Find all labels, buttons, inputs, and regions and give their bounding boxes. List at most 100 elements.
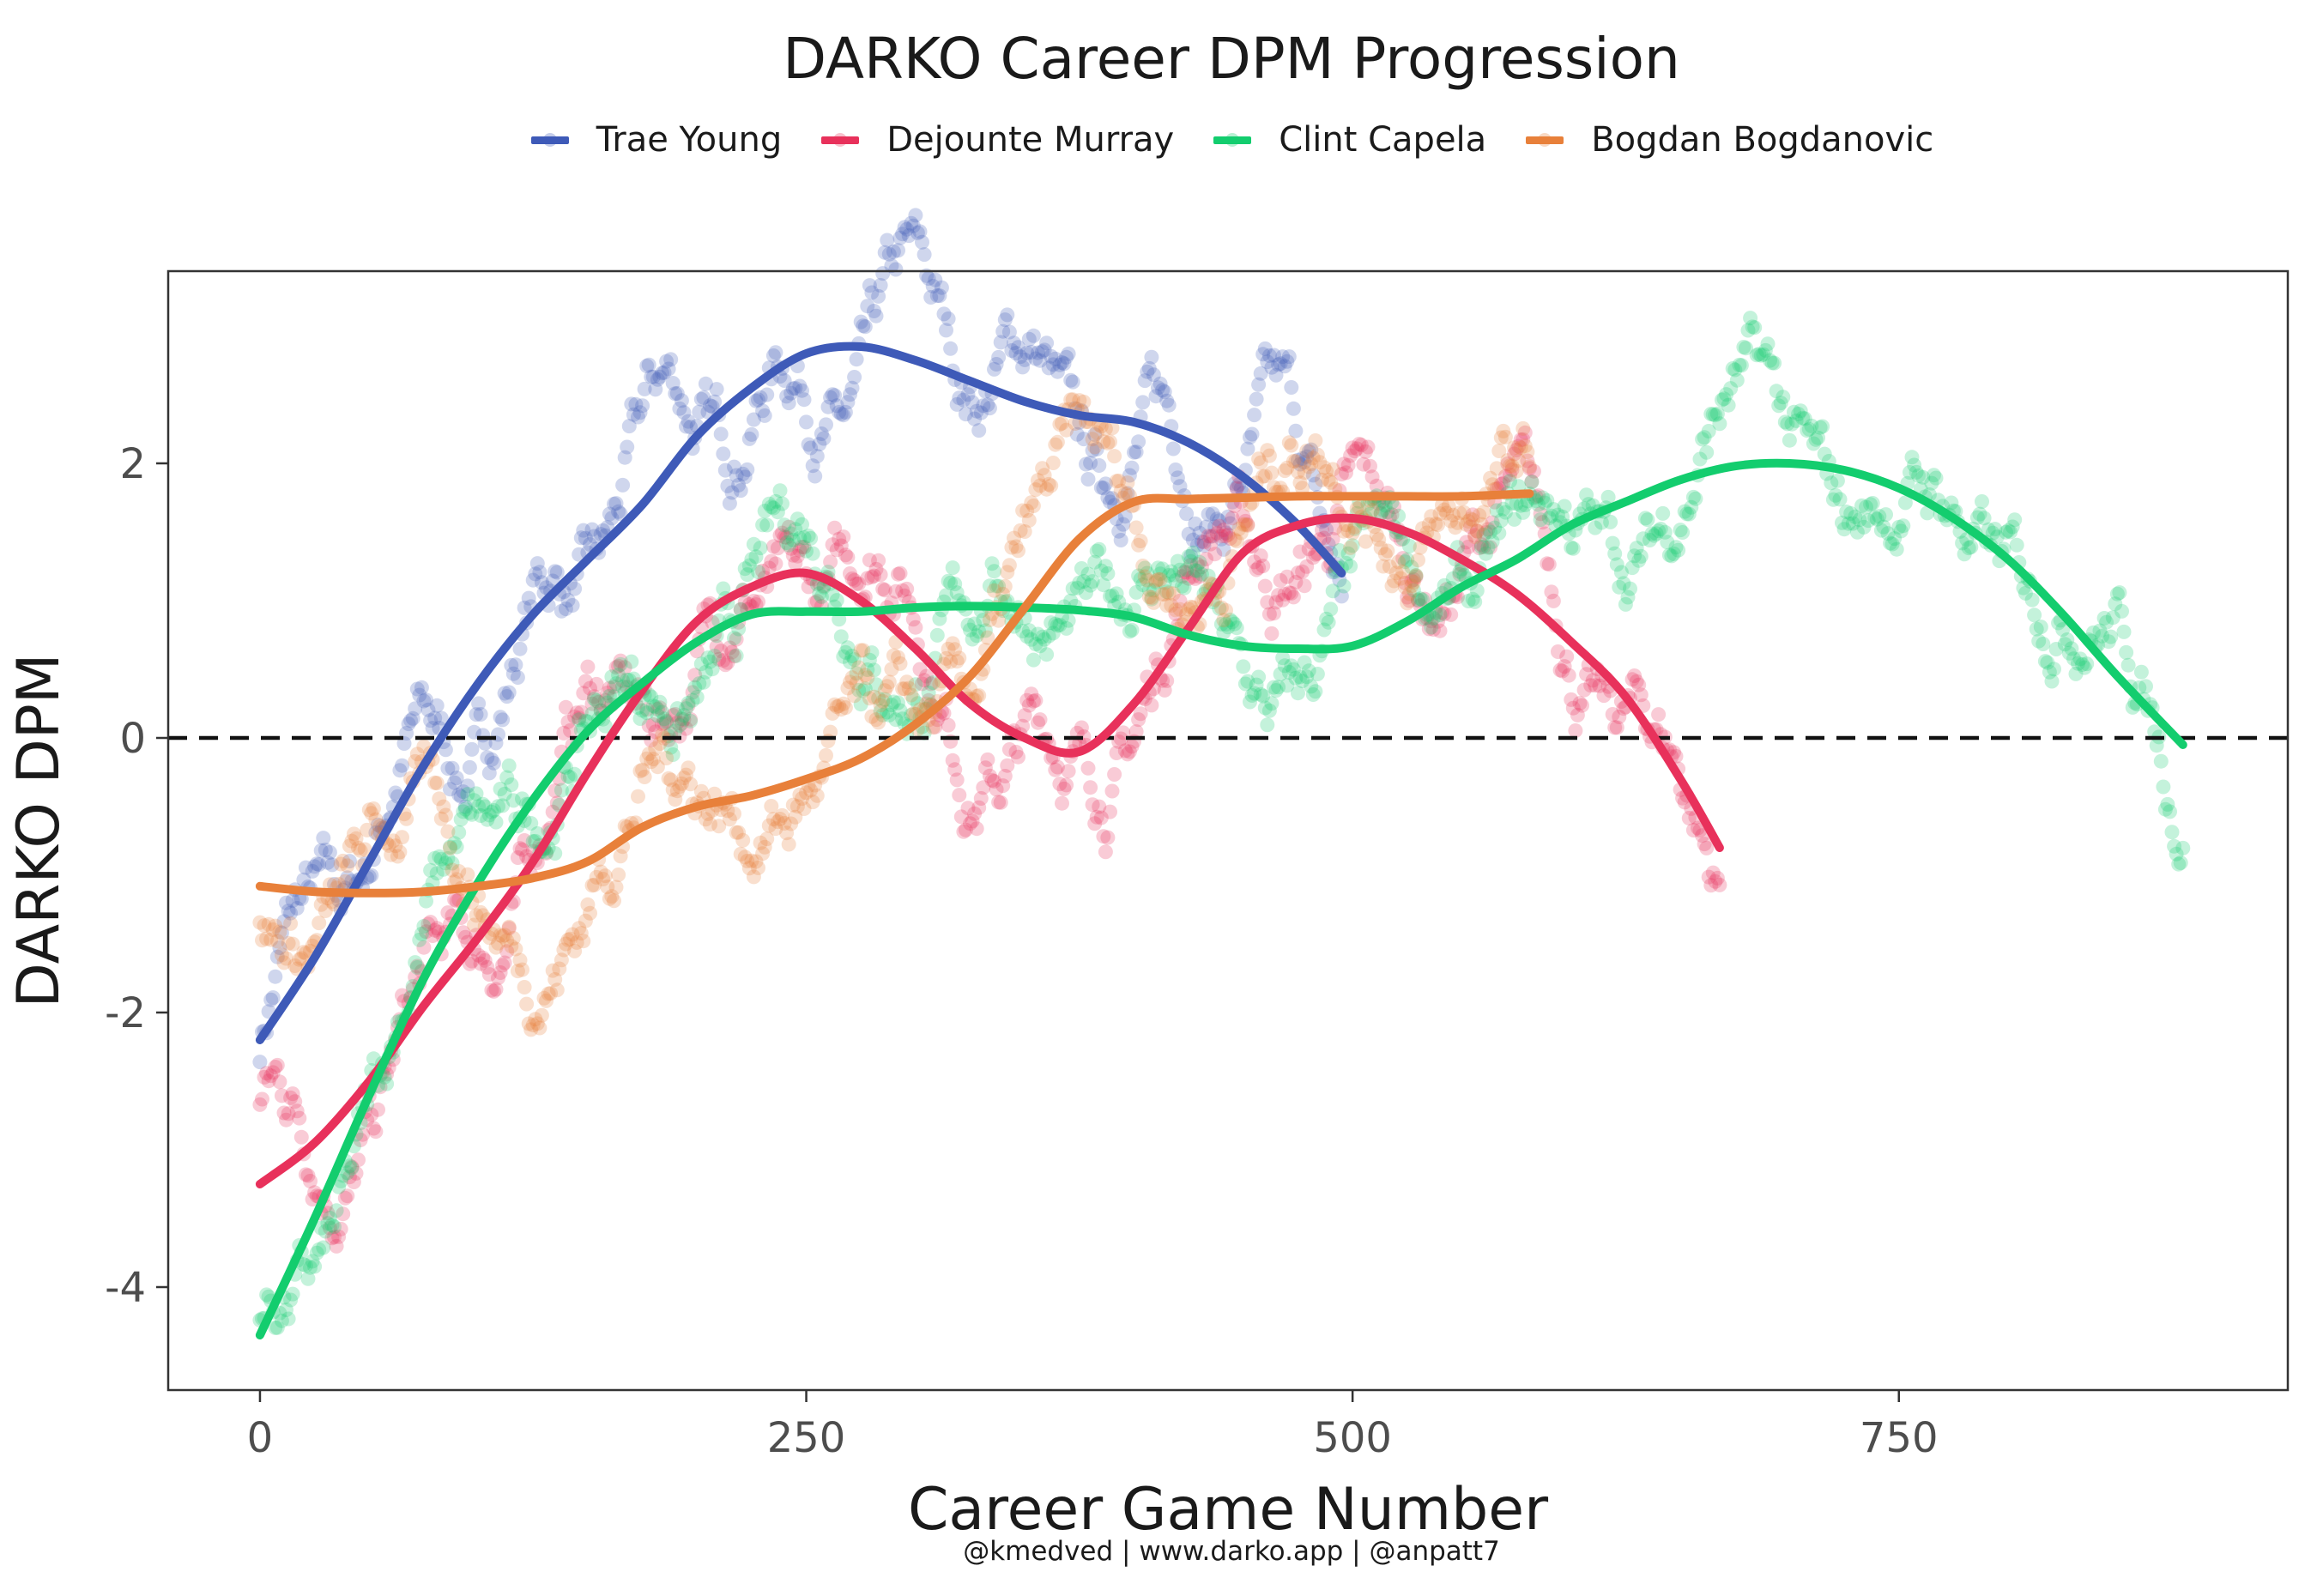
clint-capela-game-point: [1848, 509, 1863, 524]
legend-item-trae-young: Trae Young: [529, 120, 782, 160]
clint-capela-game-point: [1825, 492, 1841, 507]
dejounte-murray-game-point: [1503, 467, 1517, 482]
clint-capela-game-point: [1297, 655, 1312, 670]
clint-capela-game-point: [2164, 825, 2180, 840]
bogdan-bogdanovic-game-point: [659, 751, 675, 765]
clint-capela-game-point: [2068, 666, 2084, 681]
dejounte-murray-game-point: [324, 1230, 340, 1246]
trae-young-game-point: [631, 409, 645, 425]
bogdan-bogdanovic-game-point: [1236, 517, 1251, 532]
dejounte-murray-game-point: [1113, 731, 1128, 747]
trae-young-game-point: [453, 789, 469, 804]
bogdan-bogdanovic-game-point: [1308, 433, 1323, 448]
bogdan-bogdanovic-game-point: [881, 674, 897, 690]
clint-capela-game-point: [1832, 492, 1848, 507]
clint-capela-game-point: [2000, 523, 2016, 538]
bogdan-bogdanovic-game-point: [1151, 571, 1165, 587]
clint-capela-game-point: [1039, 647, 1055, 662]
clint-capela-game-point: [1261, 703, 1277, 718]
clint-capela-game-point: [414, 926, 429, 941]
bogdan-bogdanovic-game-point: [1467, 529, 1483, 545]
trae-young-game-point: [409, 681, 425, 697]
trae-young-game-point: [788, 381, 803, 396]
dejounte-murray-game-point: [429, 921, 445, 936]
clint-capela-game-point: [1425, 610, 1441, 626]
trae-young-game-point: [1297, 455, 1312, 470]
clint-capela-game-point: [982, 578, 997, 594]
clint-capela-game-point: [1801, 421, 1817, 437]
trae-young-game-point: [1209, 511, 1225, 527]
clint-capela-game-point: [2109, 586, 2125, 602]
clint-capela-game-point: [427, 850, 443, 866]
trae-young-game-point: [881, 246, 897, 262]
dejounte-murray-game-point: [420, 916, 436, 932]
bogdan-bogdanovic-game-point: [1168, 602, 1183, 618]
bogdan-bogdanovic-game-point: [1456, 505, 1472, 520]
x-axis-label: Career Game Number: [908, 1476, 1548, 1544]
clint-capela-game-point: [1325, 583, 1340, 599]
clint-capela-game-point: [1969, 510, 1985, 525]
clint-capela-game-point: [1849, 524, 1865, 540]
dejounte-murray-game-point: [1122, 744, 1137, 759]
clint-capela-game-point: [1657, 524, 1673, 540]
trae-young-game-point: [265, 990, 281, 1006]
clint-capela-game-point: [469, 786, 484, 801]
bogdan-bogdanovic-game-point: [1253, 455, 1268, 470]
bogdan-bogdanovic-game-point: [1089, 425, 1104, 440]
trae-young-game-point: [1271, 357, 1286, 372]
bogdan-bogdanovic-game-point: [1135, 559, 1151, 573]
dejounte-murray-game-point: [1255, 559, 1271, 574]
trae-young-game-point: [508, 657, 523, 673]
bogdan-bogdanovic-game-point: [1387, 573, 1401, 589]
trae-young-game-point: [1261, 348, 1277, 363]
trae-young-game-point: [1170, 470, 1185, 486]
bogdan-bogdanovic-game-point: [1141, 589, 1157, 605]
trae-young-game-point: [928, 272, 943, 287]
bogdan-bogdanovic-game-point: [433, 811, 449, 826]
dejounte-murray-game-point: [1209, 525, 1225, 541]
trae-young-game-point: [936, 306, 952, 322]
trae-young-game-point: [371, 817, 385, 832]
dejounte-murray-game-point: [832, 531, 847, 547]
dejounte-murray-game-point: [919, 668, 935, 684]
bogdan-bogdanovic-game-point: [521, 1016, 536, 1031]
bogdan-bogdanovic-game-point: [779, 825, 795, 841]
trae-young-game-point: [1037, 342, 1052, 358]
bogdan-bogdanovic-game-point: [1035, 461, 1050, 476]
bogdan-bogdanovic-game-point: [1452, 505, 1467, 521]
trae-young-game-point: [709, 382, 724, 397]
trae-young-game-point: [1069, 426, 1085, 442]
clint-capela-game-point: [2064, 641, 2079, 656]
bogdan-bogdanovic-game-point: [1421, 517, 1437, 532]
clint-capela-game-point: [1267, 680, 1281, 695]
bogdan-bogdanovic-game-point: [501, 919, 517, 934]
bogdan-bogdanovic-game-point: [1113, 483, 1128, 499]
dejounte-murray-game-point: [1107, 767, 1122, 782]
trae-young-game-point: [952, 390, 967, 406]
clint-capela-game-point: [1155, 561, 1171, 577]
trae-young-game-point: [737, 469, 753, 485]
clint-capela-game-point: [1308, 684, 1323, 699]
clint-capela-game-point: [1188, 563, 1203, 578]
bogdan-bogdanovic-game-point: [1391, 554, 1407, 570]
dejounte-murray-game-point: [825, 537, 840, 553]
dejounte-murray-game-point: [945, 753, 960, 768]
dejounte-murray-game-point: [997, 769, 1013, 783]
clint-capela-game-point: [1891, 519, 1907, 535]
dejounte-murray-game-point: [1424, 614, 1439, 629]
clint-capela-game-point: [1323, 602, 1339, 617]
dejounte-murray-game-point: [1076, 729, 1092, 744]
dejounte-murray-game-point: [263, 1068, 279, 1084]
dejounte-murray-game-point: [1281, 585, 1297, 601]
trae-young-game-point: [457, 799, 473, 814]
trae-young-game-point: [1031, 345, 1045, 360]
clint-capela-game-point: [1854, 498, 1869, 513]
trae-young-game-point: [451, 787, 467, 802]
clint-capela-game-point: [836, 649, 851, 664]
dejounte-murray-game-point: [281, 1106, 296, 1121]
clint-capela-game-point: [875, 707, 891, 722]
clint-capela-game-point: [1332, 543, 1347, 558]
clint-capela-game-point: [1172, 562, 1188, 577]
dejounte-murray-game-point: [1575, 698, 1589, 713]
clint-capela-game-point: [499, 770, 515, 785]
